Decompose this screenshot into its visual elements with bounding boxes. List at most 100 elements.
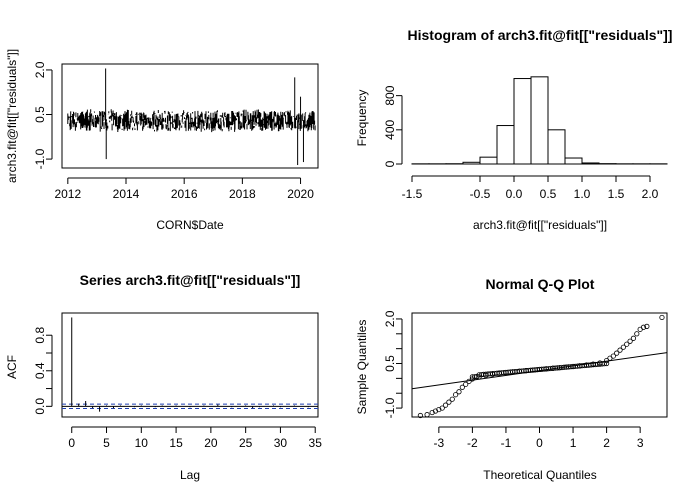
histogram-panel: Histogram of arch3.fit@fit[["residuals"]… xyxy=(355,27,672,232)
qq-point xyxy=(630,335,637,341)
acf-x-tick-label: 15 xyxy=(169,436,183,450)
qq-point xyxy=(614,350,620,356)
qq-point xyxy=(476,374,482,380)
qq-point xyxy=(523,368,529,374)
qq-point xyxy=(604,357,610,364)
qq-y-axis: -1.0 0.5 2.0 xyxy=(383,310,403,418)
timeseries-y-tick-label: -1.0 xyxy=(33,148,47,169)
acf-panel: Series arch3.fit@fit[["residuals"]] 0 5 10… xyxy=(5,272,322,482)
qq-point xyxy=(627,338,633,344)
acf-x-tick-label: 20 xyxy=(204,436,218,450)
timeseries-x-tick-label: 2014 xyxy=(113,187,140,201)
acf-x-tick-label: 5 xyxy=(103,436,110,450)
timeseries-y-tick-label: 2.0 xyxy=(33,61,47,78)
qq-x-tick-label: 3 xyxy=(637,436,644,450)
timeseries-lines xyxy=(67,68,316,166)
qq-x-tick-label: 0 xyxy=(536,436,543,450)
qq-y-tick-label: -1.0 xyxy=(383,397,397,418)
histogram-bar xyxy=(462,161,481,165)
qq-point xyxy=(453,392,459,398)
qq-point xyxy=(446,399,452,405)
acf-y-tick-label: 0.0 xyxy=(33,398,47,415)
qq-point xyxy=(617,347,623,353)
histogram-y-tick-label: 800 xyxy=(383,85,397,105)
histogram-x-label: arch3.fit@fit[["residuals"]] xyxy=(473,218,607,232)
timeseries-y-label: arch3.fit@fit[["residuals"]] xyxy=(5,49,19,183)
qq-point xyxy=(583,362,590,368)
histogram-bar xyxy=(479,156,498,165)
qq-point xyxy=(640,324,647,330)
timeseries-x-axis: 2012 2014 2016 2018 2020 xyxy=(54,177,314,201)
timeseries-y-axis: -1.0 0.5 2.0 xyxy=(33,61,53,169)
qq-point xyxy=(463,381,469,387)
timeseries-x-label: CORN$Date xyxy=(156,218,224,232)
histogram-bar xyxy=(581,162,600,165)
qq-point xyxy=(456,389,462,395)
qq-point xyxy=(620,344,626,350)
acf-title: Series arch3.fit@fit[["residuals"]] xyxy=(80,272,301,288)
qq-x-tick-label: -3 xyxy=(434,436,445,450)
qq-point xyxy=(424,412,430,418)
acf-x-tick-label: 25 xyxy=(239,436,253,450)
qq-points xyxy=(417,314,665,419)
qq-point xyxy=(436,406,442,413)
timeseries-panel: 2012 2014 2016 2018 2020 -1.0 0.5 2.0 CORN$Dat… xyxy=(5,49,319,232)
acf-x-tick-label: 0 xyxy=(68,436,75,450)
histogram-bars xyxy=(411,76,668,165)
qq-x-tick-label: 2 xyxy=(603,436,610,450)
histogram-y-tick-label: 400 xyxy=(383,119,397,139)
qq-point xyxy=(610,353,616,359)
qq-point xyxy=(496,370,502,376)
histogram-y-axis: 0 400 800 xyxy=(383,85,403,167)
qq-point xyxy=(510,369,516,375)
histogram-x-tick-label: -0.5 xyxy=(470,187,491,201)
qq-point xyxy=(489,371,496,377)
histogram-bar xyxy=(530,76,549,165)
timeseries-y-tick-label: 0.5 xyxy=(33,106,47,123)
histogram-x-tick-label: -1.5 xyxy=(402,187,423,201)
qq-point xyxy=(659,314,665,321)
qq-y-tick-label: 2.0 xyxy=(383,310,397,327)
qq-y-label: Sample Quantiles xyxy=(355,320,369,415)
timeseries-plot-box xyxy=(61,63,319,169)
qq-point xyxy=(634,331,640,337)
qq-point xyxy=(439,405,445,411)
qq-point xyxy=(557,365,563,371)
qq-point xyxy=(442,402,449,408)
qq-point xyxy=(624,341,630,347)
acf-y-label: ACF xyxy=(5,355,19,379)
qq-point xyxy=(429,409,435,416)
qq-x-tick-label: -1 xyxy=(501,436,512,450)
histogram-y-label: Frequency xyxy=(355,90,369,147)
histogram-x-tick-label: 2.0 xyxy=(642,187,659,201)
qq-point xyxy=(449,396,455,402)
histogram-x-tick-label: 0.5 xyxy=(540,187,557,201)
acf-x-axis: 0 5 10 15 20 25 30 35 xyxy=(68,426,322,450)
histogram-bar xyxy=(547,129,566,165)
qq-point xyxy=(483,372,489,378)
qq-point xyxy=(503,369,509,376)
acf-x-tick-label: 30 xyxy=(274,436,288,450)
histogram-bar xyxy=(496,125,515,165)
qq-point xyxy=(432,408,439,414)
acf-bars xyxy=(62,317,318,412)
acf-x-label: Lag xyxy=(180,468,200,482)
qq-point xyxy=(469,376,475,382)
histogram-x-tick-label: 1.5 xyxy=(608,187,625,201)
timeseries-band xyxy=(67,109,316,133)
timeseries-x-tick-label: 2016 xyxy=(171,187,198,201)
qq-point xyxy=(543,366,549,372)
qq-point xyxy=(590,361,596,367)
qq-point xyxy=(644,323,650,329)
qq-point xyxy=(530,367,536,373)
qq-point xyxy=(577,363,583,369)
histogram-x-tick-label: 0.0 xyxy=(506,187,523,201)
acf-y-axis: 0.0 0.4 0.8 xyxy=(33,327,53,415)
qq-title: Normal Q-Q Plot xyxy=(486,276,595,292)
acf-y-tick-label: 0.4 xyxy=(33,362,47,379)
histogram-bar xyxy=(513,78,532,165)
acf-y-tick-label: 0.8 xyxy=(33,327,47,344)
qq-point xyxy=(459,384,465,390)
qq-point xyxy=(570,363,576,370)
